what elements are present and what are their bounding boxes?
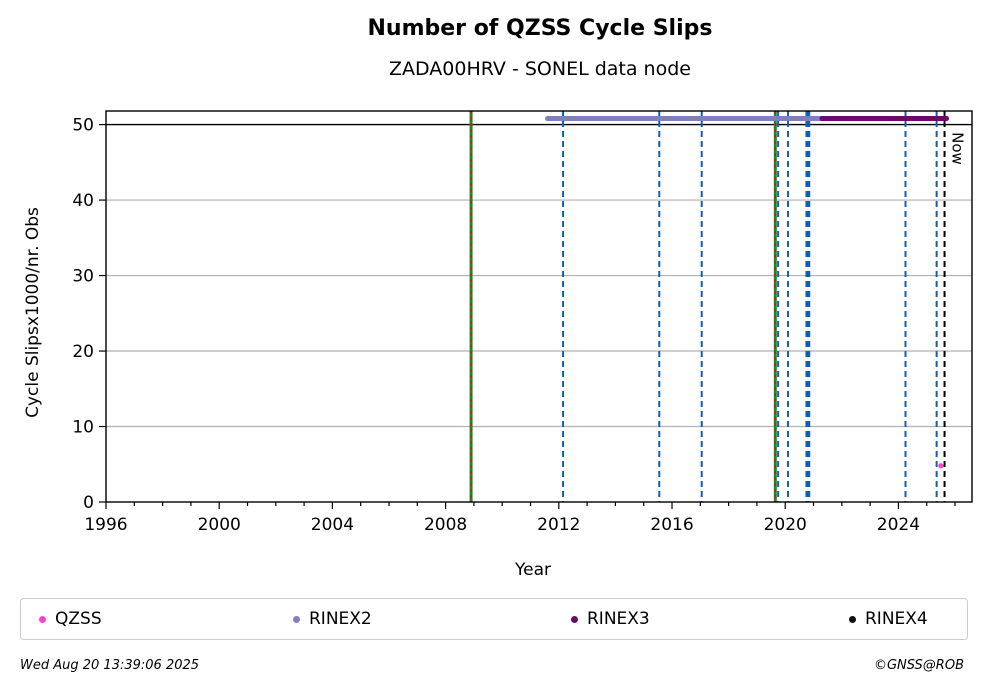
legend-label-rinex4: RINEX4 (865, 609, 928, 629)
x-axis-label: Year (514, 560, 551, 580)
y-tick-label: 30 (72, 267, 94, 287)
legend-marker-rinex4 (849, 615, 856, 623)
y-tick-label: 50 (72, 116, 94, 136)
x-tick-label: 2004 (311, 515, 354, 535)
legend-label-qzss: QZSS (55, 609, 102, 629)
legend: QZSS RINEX2 RINEX3 RINEX4 (20, 598, 968, 640)
legend-item-qzss: QZSS (39, 609, 102, 629)
plot-frame (105, 110, 973, 503)
legend-marker-qzss (39, 615, 46, 623)
x-tick-label: 2024 (877, 515, 920, 535)
y-tick-label: 40 (72, 191, 94, 211)
footer-timestamp: Wed Aug 20 13:39:06 2025 (20, 658, 200, 673)
x-tick-label: 2008 (424, 515, 467, 535)
x-tick-label: 2000 (198, 515, 241, 535)
now-label: Now (949, 132, 967, 165)
data-point-qzss (938, 463, 944, 469)
x-tick-label: 1996 (84, 515, 127, 535)
legend-item-rinex4: RINEX4 (849, 609, 928, 629)
x-tick-label: 2012 (537, 515, 580, 535)
y-axis-label: Cycle Slipsx1000/nr. Obs (23, 207, 43, 418)
chart-title: Number of QZSS Cycle Slips (367, 16, 713, 41)
x-tick-label: 2020 (764, 515, 807, 535)
legend-item-rinex2: RINEX2 (293, 609, 372, 629)
chart-subtitle: ZADA00HRV - SONEL data node (389, 58, 691, 80)
y-tick-label: 0 (83, 493, 94, 513)
y-tick-label: 20 (72, 342, 94, 362)
chart-canvas: Now 1996 2000 2004 2008 2012 2016 2020 2024 0 10 20… (23, 110, 973, 580)
y-tick-label: 10 (72, 418, 94, 438)
x-tick-label: 2016 (650, 515, 693, 535)
footer-copyright: ©GNSS@ROB (873, 658, 964, 673)
legend-label-rinex2: RINEX2 (309, 609, 372, 629)
legend-label-rinex3: RINEX3 (587, 609, 650, 629)
legend-marker-rinex3 (571, 615, 578, 623)
legend-item-rinex3: RINEX3 (571, 609, 650, 629)
legend-marker-rinex2 (293, 615, 300, 623)
